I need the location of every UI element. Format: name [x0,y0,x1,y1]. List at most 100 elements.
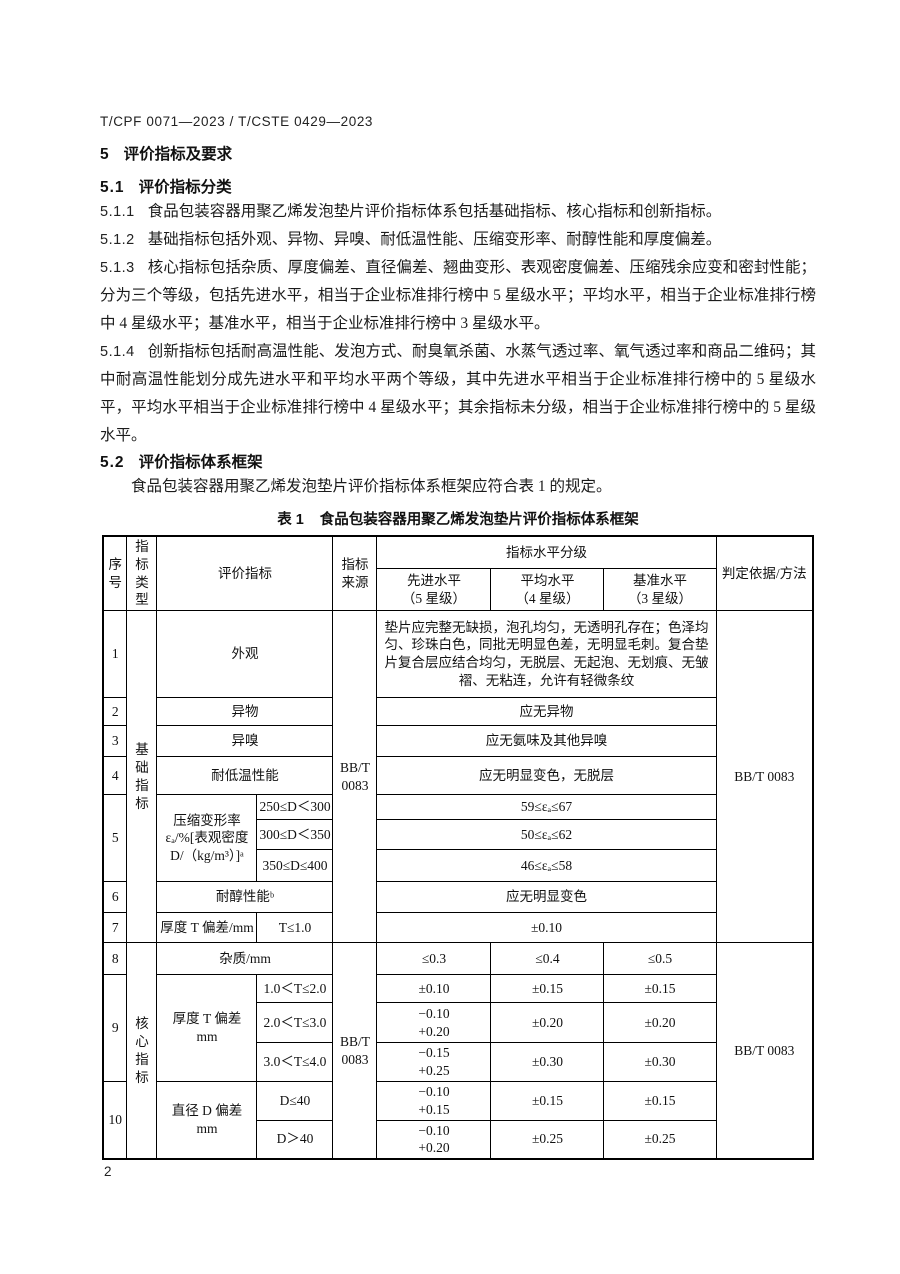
table-row: 350≤D≤400 46≤εₐ≤58 [103,849,813,883]
cell-seq: 8 [102,942,128,976]
cell-condition: 1.0＜T≤2.0 [256,974,334,1004]
cell-seq: 9 [102,974,128,1082]
section-title: 评价指标及要求 [123,146,233,163]
section-title: 评价指标体系框架 [138,454,263,471]
cell-basis-core: BB/T 0083 [715,942,814,1160]
col-header-basis: 判定依据/方法 [715,535,814,612]
cell-source-core: BB/T 0083 [332,942,378,1160]
col-header-level-baseline: 基准水平 （3 星级） [603,568,717,612]
cell-value-average: ≤0.4 [490,942,605,976]
cell-condition: T≤1.0 [256,912,334,944]
cell-requirement: 垫片应完整无缺损，泡孔均匀，无透明孔存在；色泽均匀、珍珠白色，同批无明显色差，无… [376,610,717,699]
paragraph-text: 食品包装容器用聚乙烯发泡垫片评价指标体系框架应符合表 1 的规定。 [131,478,612,495]
cell-value-average: ±0.25 [490,1119,605,1160]
cell-indicator: 耐低温性能 [156,756,334,796]
table-row: 1 基础指标 外观 BB/T 0083 垫片应完整无缺损，泡孔均匀，无透明孔存在… [102,610,814,944]
cell-seq: 2 [102,697,128,727]
cell-value-advanced: −0.10 +0.20 [376,1119,492,1160]
table-row: 10 直径 D 偏差 mm D≤40 −0.10 +0.15 ±0.15 ±0.… [102,1080,813,1160]
cell-value-average: ±0.15 [490,974,605,1004]
cell-seq: 4 [102,756,128,796]
cell-value-advanced: ≤0.3 [376,942,492,976]
table-row: D＞40 −0.10 +0.20 ±0.25 ±0.25 [103,1119,813,1160]
table-row: 300≤D＜350 50≤εₐ≤62 [103,819,813,851]
table-row: 2.0＜T≤3.0 −0.10 +0.20 ±0.20 ±0.20 [103,1002,813,1044]
section-5-heading: 5 评价指标及要求 [100,144,816,165]
cell-requirement: ±0.10 [376,912,717,944]
cell-indicator: 外观 [156,610,334,699]
indicator-framework-table: 序号 指标类型 评价指标 指标来源 指标水平分级 判定依据/方法 先进水平 （5… [101,535,815,1161]
cell-value-advanced: ±0.10 [376,974,492,1004]
cell-seq: 1 [102,610,128,699]
document-page: T/CPF 0071—2023 / T/CSTE 0429—2023 5 评价指标… [100,112,816,1161]
cell-seq: 5 [102,794,128,883]
col-header-level-advanced: 先进水平 （5 星级） [376,568,492,612]
cell-type-core: 核心指标 [126,942,158,1160]
table-caption-label: 表 1 [277,512,304,528]
cell-indicator: 直径 D 偏差 mm [156,1080,258,1160]
paragraph-number: 5.1.1 [100,204,135,220]
cell-value-baseline: ±0.15 [603,1080,717,1121]
cell-value-baseline: ±0.30 [603,1042,717,1082]
paragraph-number: 5.1.3 [100,260,135,276]
paragraph-number: 5.1.4 [100,344,135,360]
section-number: 5 [100,146,110,163]
paragraph-text: 创新指标包括耐高温性能、发泡方式、耐臭氧杀菌、水蒸气透过率、氧气透过率和商品二维… [100,343,816,444]
cell-value-average: ±0.15 [490,1080,605,1121]
cell-condition: 300≤D＜350 [256,819,334,851]
cell-value-baseline: ±0.25 [603,1119,717,1160]
table-row: 7 厚度 T 偏差/mm T≤1.0 ±0.10 [102,912,813,944]
cell-condition: 250≤D＜300 [256,794,334,821]
section-number: 5.2 [100,454,125,471]
level-star: （3 星级） [627,590,693,606]
col-header-seq: 序号 [102,535,128,612]
section-5-1-heading: 5.1 评价指标分类 [100,177,816,198]
table-caption: 表 1 食品包装容器用聚乙烯发泡垫片评价指标体系框架 [100,508,816,529]
paragraph-5-1-1: 5.1.1 食品包装容器用聚乙烯发泡垫片评价指标体系包括基础指标、核心指标和创新指… [100,198,816,226]
section-5-2-heading: 5.2 评价指标体系框架 [100,452,816,473]
level-name: 基准水平 [633,572,687,588]
cell-requirement: 应无明显变色，无脱层 [376,756,717,796]
cell-requirement: 应无明显变色 [376,881,717,914]
cell-value-baseline: ±0.15 [603,974,717,1004]
cell-indicator: 压缩变形率 εₐ/%[表观密度 D/（kg/m³）]ᵃ [156,794,258,883]
cell-value-baseline: ≤0.5 [603,942,717,976]
cell-type-basic: 基础指标 [126,610,158,944]
cell-seq: 3 [102,725,128,758]
cell-requirement: 46≤εₐ≤58 [376,849,717,883]
doc-code: T/CPF 0071—2023 / T/CSTE 0429—2023 [100,114,374,129]
cell-value-baseline: ±0.20 [603,1002,717,1044]
table-caption-title: 食品包装容器用聚乙烯发泡垫片评价指标体系框架 [319,512,639,528]
cell-condition: 2.0＜T≤3.0 [256,1002,334,1044]
cell-condition: D＞40 [256,1119,334,1160]
table-row: 5 压缩变形率 εₐ/%[表观密度 D/（kg/m³）]ᵃ 250≤D＜300 … [102,794,813,883]
cell-indicator: 耐醇性能ᵇ [156,881,334,914]
cell-indicator: 异嗅 [156,725,334,758]
section-title: 评价指标分类 [138,179,232,196]
paragraph-5-1-2: 5.1.2 基础指标包括外观、异物、异嗅、耐低温性能、压缩变形率、耐醇性能和厚度偏… [100,226,816,254]
table-row: 3 异嗅 应无氨味及其他异嗅 [102,725,813,758]
cell-value-advanced: −0.15 +0.25 [376,1042,492,1082]
paragraph-text: 核心指标包括杂质、厚度偏差、直径偏差、翘曲变形、表观密度偏差、压缩残余应变和密封… [100,259,816,332]
cell-requirement: 50≤εₐ≤62 [376,819,717,851]
level-star: （4 星级） [515,590,580,606]
table-row: 2 异物 应无异物 [102,697,813,727]
cell-seq: 10 [102,1080,128,1160]
level-name: 先进水平 [406,572,461,588]
level-star: （5 星级） [401,590,467,606]
cell-condition: D≤40 [256,1080,334,1121]
cell-requirement: 应无异物 [376,697,717,727]
table-row: 9 厚度 T 偏差 mm 1.0＜T≤2.0 ±0.10 ±0.15 ±0.15 [102,974,813,1082]
cell-seq: 6 [102,881,128,914]
table-row: 8 核心指标 杂质/mm BB/T 0083 ≤0.3 ≤0.4 ≤0.5 BB… [102,942,814,1160]
col-header-level-average: 平均水平 （4 星级） [490,568,605,612]
section-number: 5.1 [100,179,125,196]
cell-value-advanced: −0.10 +0.15 [376,1080,492,1121]
cell-indicator: 厚度 T 偏差 mm [156,974,258,1082]
cell-basis-basic: BB/T 0083 [715,610,814,944]
cell-condition: 3.0＜T≤4.0 [256,1042,334,1082]
cell-seq: 7 [102,912,128,944]
paragraph-text: 食品包装容器用聚乙烯发泡垫片评价指标体系包括基础指标、核心指标和创新指标。 [147,203,722,220]
paragraph-number: 5.1.2 [100,232,135,248]
paragraph-text: 基础指标包括外观、异物、异嗅、耐低温性能、压缩变形率、耐醇性能和厚度偏差。 [147,231,722,248]
